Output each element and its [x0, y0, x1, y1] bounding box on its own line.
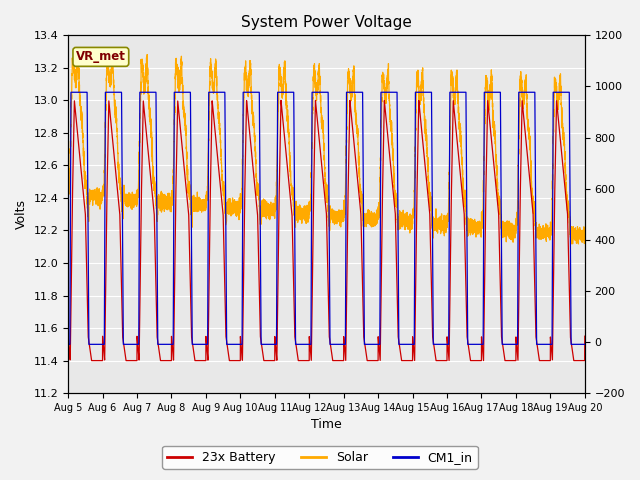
- Title: System Power Voltage: System Power Voltage: [241, 15, 412, 30]
- CM1_in: [309, 89, 317, 95]
- Solar: [581, 226, 589, 231]
- 23x Battery: [309, 247, 317, 252]
- Solar: [64, 184, 72, 190]
- 23x Battery: [277, 97, 285, 103]
- Y-axis label: Volts: Volts: [15, 199, 28, 229]
- CM1_in: [456, 89, 464, 95]
- Line: 23x Battery: 23x Battery: [68, 100, 585, 360]
- Solar: [567, 241, 575, 247]
- CM1_in: [240, 89, 248, 95]
- Solar: [456, 126, 464, 132]
- 23x Battery: [64, 333, 72, 339]
- Solar: [553, 93, 561, 98]
- Text: VR_met: VR_met: [76, 50, 126, 63]
- CM1_in: [559, 89, 567, 95]
- CM1_in: [581, 341, 589, 347]
- CM1_in: [64, 341, 72, 347]
- X-axis label: Time: Time: [311, 419, 342, 432]
- Line: Solar: Solar: [68, 48, 585, 244]
- CM1_in: [442, 341, 450, 347]
- 23x Battery: [581, 333, 589, 339]
- Solar: [74, 46, 82, 51]
- CM1_in: [553, 89, 561, 95]
- Solar: [240, 103, 248, 109]
- 23x Battery: [457, 173, 465, 179]
- 23x Battery: [559, 166, 567, 172]
- 23x Battery: [240, 258, 248, 264]
- Line: CM1_in: CM1_in: [68, 92, 585, 344]
- Solar: [442, 230, 450, 236]
- Solar: [559, 132, 567, 138]
- 23x Battery: [88, 358, 95, 363]
- CM1_in: [67, 89, 75, 95]
- 23x Battery: [442, 358, 450, 363]
- 23x Battery: [553, 100, 561, 106]
- Legend: 23x Battery, Solar, CM1_in: 23x Battery, Solar, CM1_in: [163, 446, 477, 469]
- Solar: [309, 104, 317, 110]
